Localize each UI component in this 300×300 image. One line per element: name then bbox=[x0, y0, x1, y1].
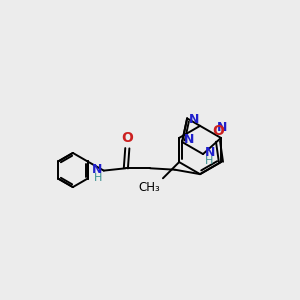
Text: CH₃: CH₃ bbox=[139, 181, 160, 194]
Text: O: O bbox=[212, 124, 224, 138]
Text: H: H bbox=[94, 173, 103, 183]
Text: N: N bbox=[189, 113, 199, 126]
Text: N: N bbox=[184, 133, 194, 146]
Text: O: O bbox=[122, 131, 133, 145]
Text: N: N bbox=[92, 163, 103, 176]
Text: N: N bbox=[205, 146, 215, 159]
Text: H: H bbox=[205, 156, 214, 166]
Text: N: N bbox=[217, 122, 228, 134]
